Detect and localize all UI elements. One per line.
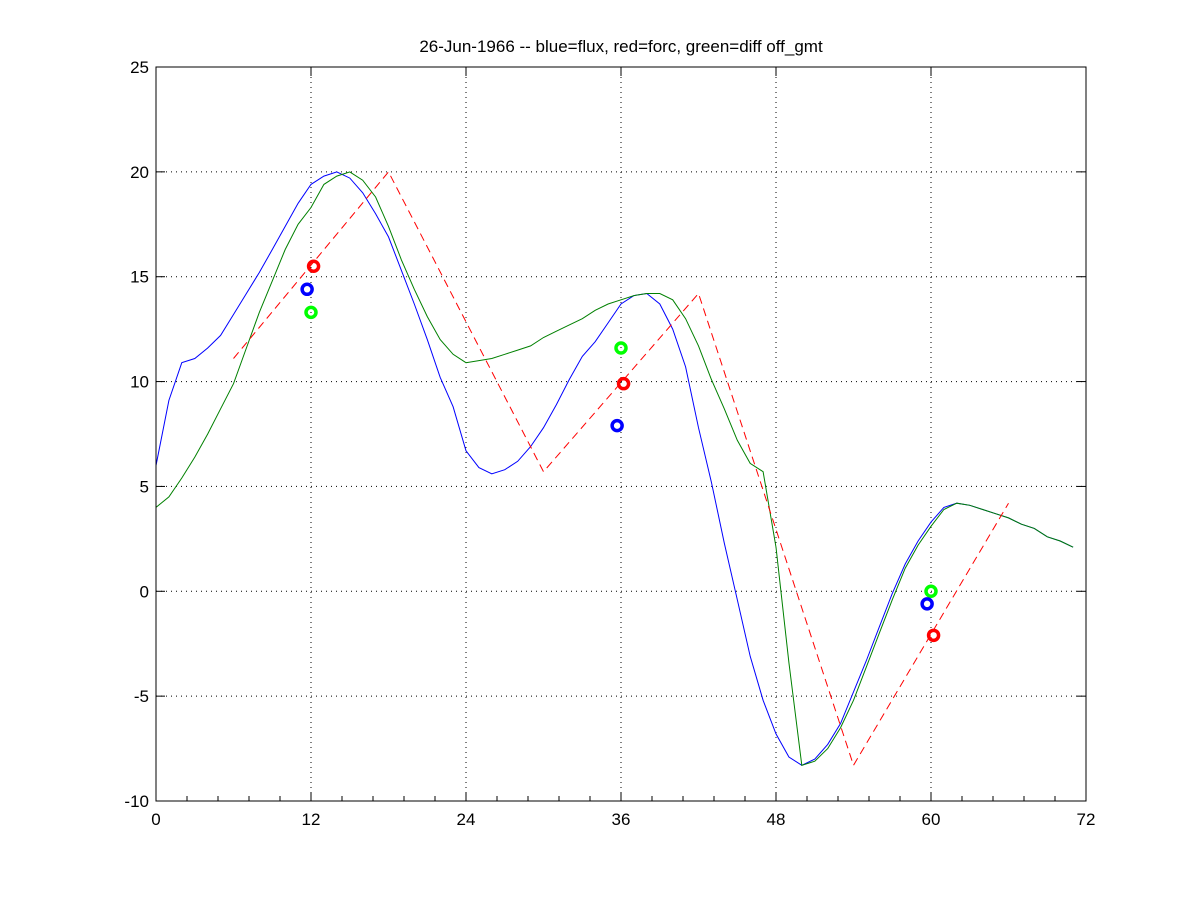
chart-title: 26-Jun-1966 -- blue=flux, red=forc, gree… bbox=[419, 37, 823, 56]
marker-point bbox=[610, 418, 624, 433]
x-tick-label: 12 bbox=[302, 810, 321, 829]
y-tick-label: 25 bbox=[130, 58, 149, 77]
x-tick-label: 36 bbox=[612, 810, 631, 829]
y-tick-label: 15 bbox=[130, 268, 149, 287]
marker-point bbox=[616, 376, 631, 391]
y-tick-label: 20 bbox=[130, 163, 149, 182]
marker-point bbox=[920, 597, 934, 611]
grid bbox=[156, 67, 1086, 801]
x-tick-label: 0 bbox=[151, 810, 160, 829]
y-tick-label: -5 bbox=[134, 687, 149, 706]
series-line-1 bbox=[155, 171, 1074, 766]
axes-box bbox=[155, 66, 1087, 802]
y-tick-label: 10 bbox=[130, 373, 149, 392]
y-tick-label: 0 bbox=[140, 582, 149, 601]
x-tick-label: 48 bbox=[767, 810, 786, 829]
axis-ticks: 0 12 24 36 48 60 72 -10 -5 0 5 10 15 20 25 bbox=[124, 58, 1095, 829]
marker-point bbox=[304, 305, 318, 320]
y-tick-label: 5 bbox=[140, 477, 149, 496]
x-tick-label: 72 bbox=[1077, 810, 1096, 829]
marker-point bbox=[924, 584, 938, 599]
markers-group bbox=[300, 259, 941, 643]
series-line-2 bbox=[233, 171, 1009, 767]
series-line-0 bbox=[155, 171, 1074, 766]
y-tick-label: -10 bbox=[124, 792, 149, 811]
marker-point bbox=[306, 259, 321, 273]
marker-point bbox=[926, 628, 941, 643]
x-tick-label: 24 bbox=[457, 810, 476, 829]
series-group bbox=[155, 171, 1074, 767]
x-tick-label: 60 bbox=[922, 810, 941, 829]
marker-point bbox=[614, 341, 628, 355]
marker-point bbox=[300, 282, 314, 297]
